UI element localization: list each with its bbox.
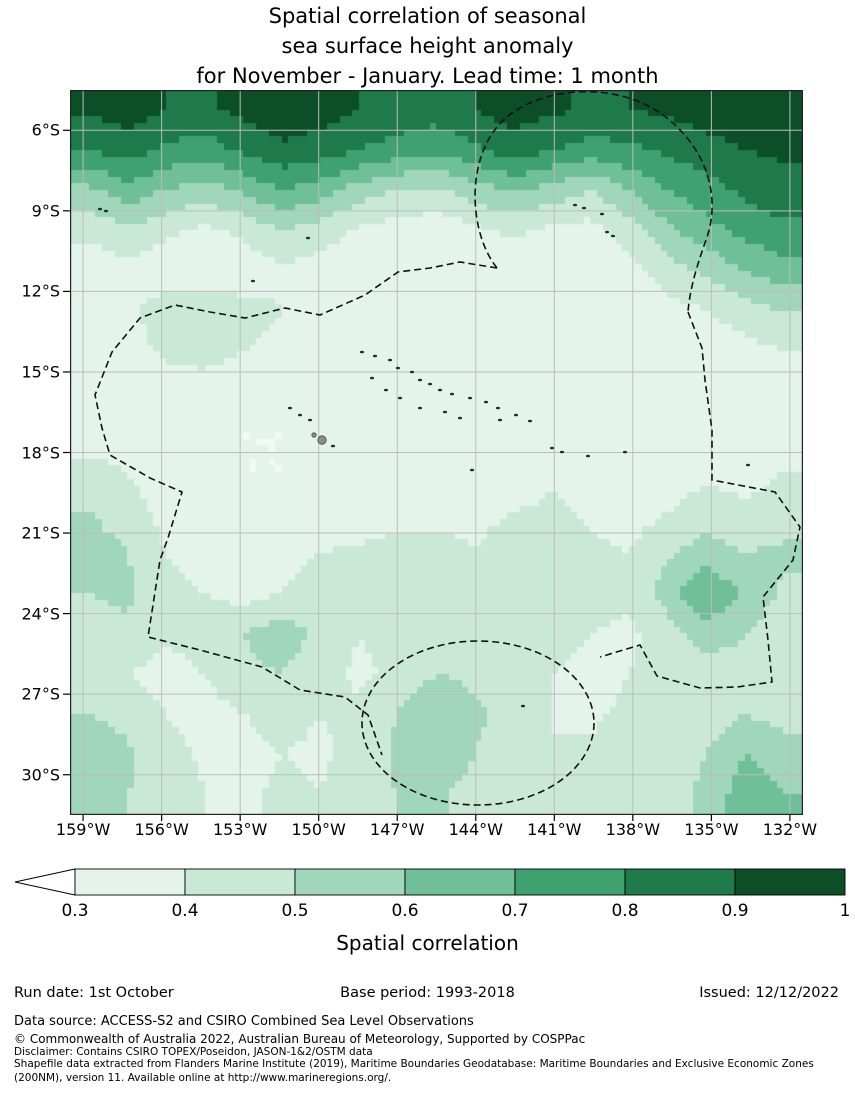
shapefile-text: Shapefile data extracted from Flanders M… [14,1058,814,1084]
colorbar-tick-label: 1 [839,901,851,921]
issued-text: Issued: 12/12/2022 [699,985,839,1001]
colorbar-tick-label: 0.4 [171,901,199,921]
y-tick-label: 12°S [21,281,60,301]
x-tick-label: 141°W [527,820,582,839]
run-date-text: Run date: 1st October [14,985,174,1001]
y-tick-label: 15°S [21,362,60,382]
base-period-text: Base period: 1993-2018 [340,985,515,1001]
y-tick-label: 6°S [31,120,60,140]
y-tick-label: 18°S [21,443,60,462]
x-tick-label: 135°W [684,820,739,839]
x-tick-label: 156°W [134,820,189,839]
colorbar-tick-label: 0.9 [721,901,749,921]
y-tick-label: 21°S [21,523,60,543]
copyright-text: © Commonwealth of Australia 2022, Austra… [14,1032,586,1046]
x-tick-label: 147°W [370,820,425,839]
colorbar [14,868,846,896]
colorbar-label: Spatial correlation [336,931,519,955]
y-tick-label: 30°S [21,765,60,785]
x-tick-label: 144°W [448,820,503,839]
x-tick-label: 132°W [762,820,818,839]
map-area [63,90,803,821]
x-tick-label: 150°W [291,820,346,839]
y-tick-label: 24°S [21,604,60,624]
colorbar-tick-label: 0.7 [501,901,529,921]
x-tick-label: 138°W [605,820,661,839]
y-tick-label: 27°S [21,684,60,704]
disclaimer-text: Disclaimer: Contains CSIRO TOPEX/Poseido… [14,1046,373,1058]
y-tick-label: 9°S [31,201,60,221]
colorbar-tick-label: 0.5 [281,901,309,921]
x-tick-label: 153°W [212,820,268,839]
colorbar-tick-label: 0.8 [611,901,639,921]
chart-title: Spatial correlation of seasonal sea surf… [196,4,659,88]
map-overlay-svg [63,90,803,821]
colorbar-tick-label: 0.6 [391,901,419,921]
x-tick-label: 159°W [55,820,111,839]
data-source-text: Data source: ACCESS-S2 and CSIRO Combine… [14,1014,474,1029]
colorbar-tick-label: 0.3 [61,901,89,921]
